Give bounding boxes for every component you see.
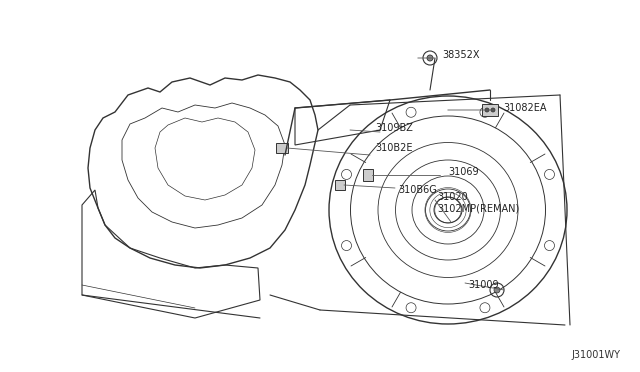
Text: 3109BZ: 3109BZ — [375, 123, 413, 133]
Text: J31001WY: J31001WY — [571, 350, 620, 360]
Text: 31069: 31069 — [448, 167, 479, 177]
FancyBboxPatch shape — [482, 104, 498, 116]
Circle shape — [485, 108, 489, 112]
Text: 3102MP(REMAN): 3102MP(REMAN) — [437, 203, 519, 213]
Text: 310B2E: 310B2E — [375, 143, 413, 153]
Text: 31082EA: 31082EA — [503, 103, 547, 113]
FancyBboxPatch shape — [276, 143, 288, 153]
Circle shape — [494, 287, 500, 293]
Circle shape — [427, 55, 433, 61]
Text: 38352X: 38352X — [442, 50, 479, 60]
Text: 310B6G: 310B6G — [398, 185, 436, 195]
Circle shape — [491, 108, 495, 112]
FancyBboxPatch shape — [335, 180, 345, 190]
FancyBboxPatch shape — [363, 169, 373, 181]
Text: 31009: 31009 — [468, 280, 499, 290]
Text: 31020: 31020 — [437, 192, 468, 202]
